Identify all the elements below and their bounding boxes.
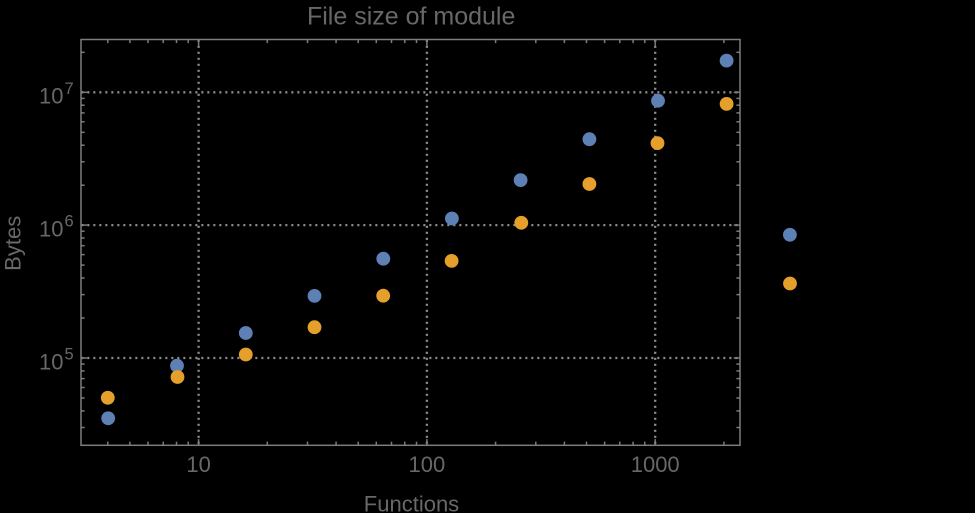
svg-text:Functions: Functions <box>364 491 459 513</box>
svg-text:6: 6 <box>65 213 74 231</box>
svg-text:File size of module: File size of module <box>307 3 515 31</box>
svg-text:1000: 1000 <box>631 452 680 477</box>
svg-text:10: 10 <box>39 217 63 242</box>
svg-text:5: 5 <box>65 346 74 364</box>
svg-text:Bytes: Bytes <box>1 216 26 271</box>
svg-text:10: 10 <box>39 84 63 109</box>
svg-text:10: 10 <box>186 452 210 477</box>
svg-text:100: 100 <box>409 452 446 477</box>
svg-text:10: 10 <box>39 349 63 374</box>
svg-text:7: 7 <box>65 80 74 98</box>
